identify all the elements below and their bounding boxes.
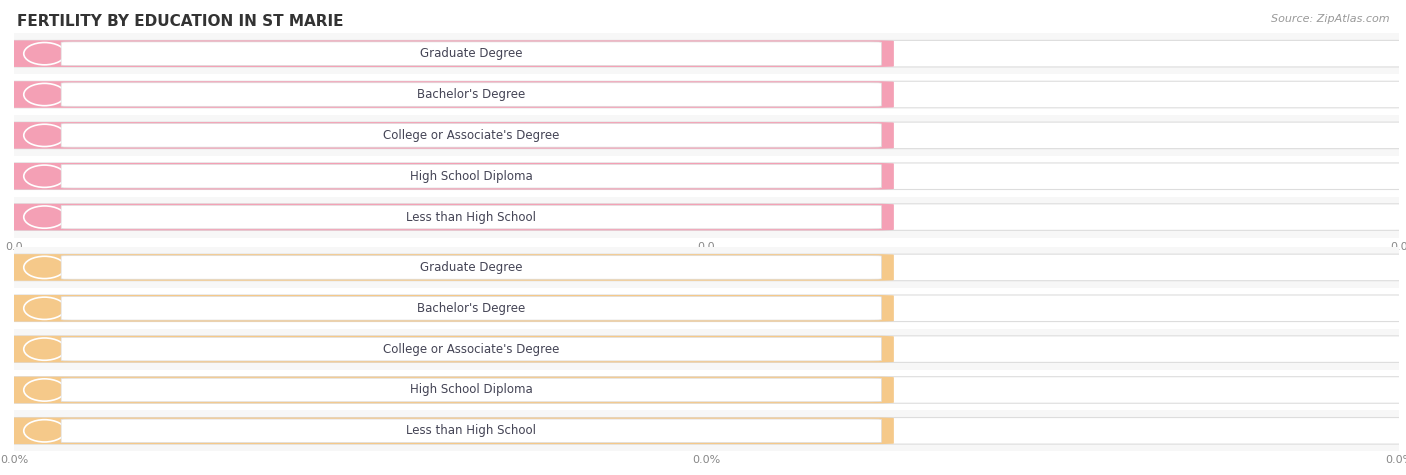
FancyBboxPatch shape <box>0 40 1406 67</box>
Text: College or Associate's Degree: College or Associate's Degree <box>382 129 560 142</box>
FancyBboxPatch shape <box>0 336 1406 362</box>
Text: 0.0: 0.0 <box>841 171 859 181</box>
Text: 0.0%: 0.0% <box>830 426 859 436</box>
Text: 0.0%: 0.0% <box>830 262 859 273</box>
Text: 0.0: 0.0 <box>841 89 859 100</box>
FancyBboxPatch shape <box>60 164 882 188</box>
Text: Less than High School: Less than High School <box>406 210 536 224</box>
Text: Bachelor's Degree: Bachelor's Degree <box>418 88 526 101</box>
FancyBboxPatch shape <box>0 81 894 108</box>
FancyBboxPatch shape <box>0 418 894 444</box>
FancyBboxPatch shape <box>0 163 1406 190</box>
Text: Graduate Degree: Graduate Degree <box>420 47 523 60</box>
Ellipse shape <box>24 43 65 65</box>
FancyBboxPatch shape <box>60 419 882 443</box>
Text: 0.0%: 0.0% <box>830 385 859 395</box>
FancyBboxPatch shape <box>60 205 882 229</box>
FancyBboxPatch shape <box>60 256 882 279</box>
FancyBboxPatch shape <box>60 378 882 402</box>
FancyBboxPatch shape <box>0 204 894 230</box>
Ellipse shape <box>24 124 65 146</box>
FancyBboxPatch shape <box>60 42 882 66</box>
FancyBboxPatch shape <box>0 122 894 149</box>
Text: 0.0%: 0.0% <box>830 303 859 314</box>
FancyBboxPatch shape <box>60 124 882 147</box>
FancyBboxPatch shape <box>0 254 1406 281</box>
FancyBboxPatch shape <box>0 81 1406 108</box>
Text: College or Associate's Degree: College or Associate's Degree <box>382 342 560 356</box>
FancyBboxPatch shape <box>0 122 1406 149</box>
FancyBboxPatch shape <box>0 377 1406 403</box>
Text: 0.0: 0.0 <box>841 48 859 59</box>
FancyBboxPatch shape <box>60 296 882 320</box>
Text: Graduate Degree: Graduate Degree <box>420 261 523 274</box>
Text: 0.0: 0.0 <box>841 130 859 141</box>
FancyBboxPatch shape <box>0 40 894 67</box>
Ellipse shape <box>24 84 65 105</box>
FancyBboxPatch shape <box>0 295 1406 322</box>
Ellipse shape <box>24 256 65 278</box>
FancyBboxPatch shape <box>0 377 894 403</box>
Ellipse shape <box>24 338 65 360</box>
Text: Bachelor's Degree: Bachelor's Degree <box>418 302 526 315</box>
Text: 0.0: 0.0 <box>841 212 859 222</box>
Ellipse shape <box>24 297 65 319</box>
FancyBboxPatch shape <box>0 295 894 322</box>
FancyBboxPatch shape <box>60 83 882 106</box>
Text: High School Diploma: High School Diploma <box>411 383 533 397</box>
FancyBboxPatch shape <box>0 204 1406 230</box>
Ellipse shape <box>24 379 65 401</box>
Text: FERTILITY BY EDUCATION IN ST MARIE: FERTILITY BY EDUCATION IN ST MARIE <box>17 14 343 29</box>
Text: Source: ZipAtlas.com: Source: ZipAtlas.com <box>1271 14 1389 24</box>
FancyBboxPatch shape <box>0 163 894 190</box>
Ellipse shape <box>24 420 65 442</box>
FancyBboxPatch shape <box>0 254 894 281</box>
FancyBboxPatch shape <box>0 336 894 362</box>
Text: Less than High School: Less than High School <box>406 424 536 437</box>
FancyBboxPatch shape <box>0 418 1406 444</box>
Text: 0.0%: 0.0% <box>830 344 859 354</box>
Text: High School Diploma: High School Diploma <box>411 170 533 183</box>
Ellipse shape <box>24 206 65 228</box>
FancyBboxPatch shape <box>60 337 882 361</box>
Ellipse shape <box>24 165 65 187</box>
